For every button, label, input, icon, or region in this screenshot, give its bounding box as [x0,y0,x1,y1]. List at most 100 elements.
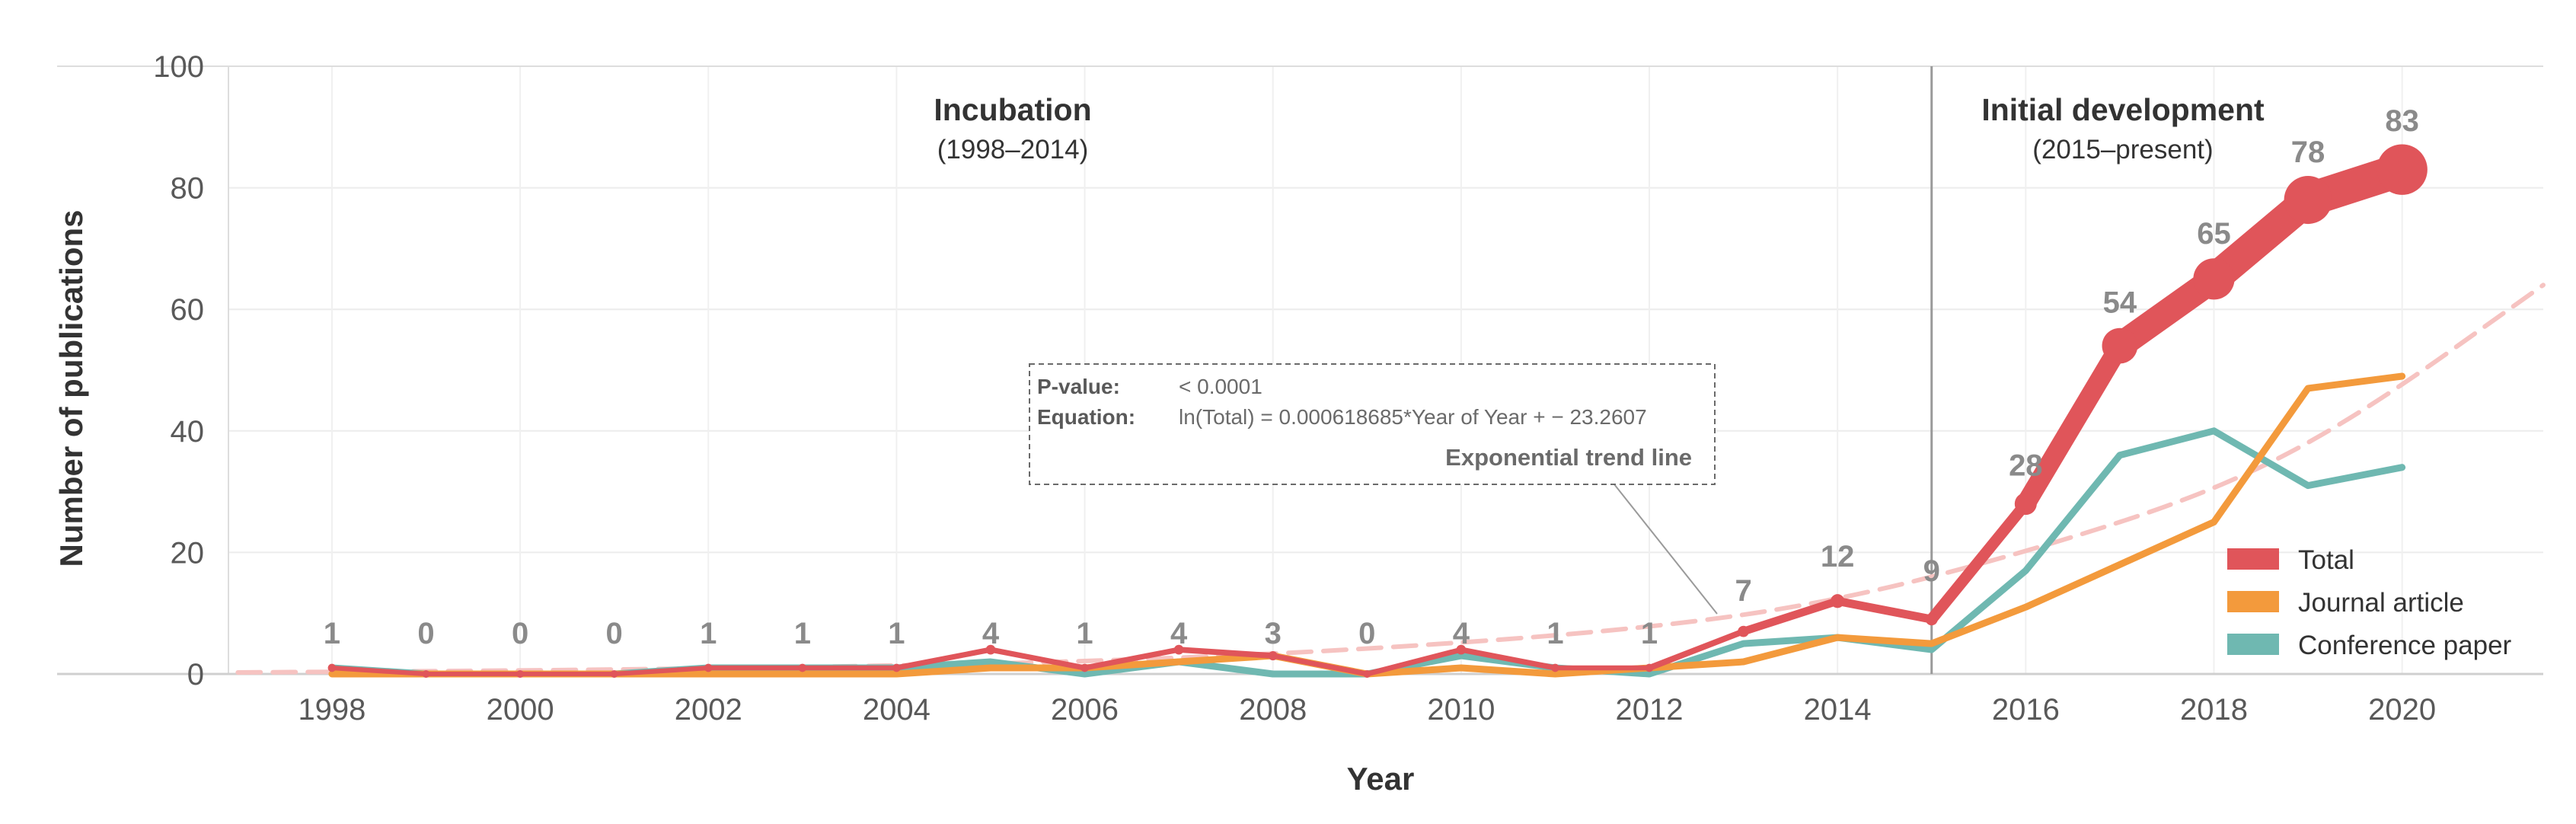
data-label: 78 [2291,136,2325,169]
series-total-point [2193,258,2235,300]
x-tick-label: 2016 [1992,693,2060,727]
data-labels: 1 0 0 0 1 1 1 4 1 4 3 0 4 1 1 7 12 9 28 54 65 78 83 [324,104,2419,650]
x-tick-label: 2008 [1239,693,1307,727]
pvalue-value: < 0.0001 [1179,375,1262,398]
series-total-segment [1081,647,1182,671]
data-label: 1 [794,617,811,650]
y-axis-title: Number of publications [53,209,89,567]
series-total-point [2102,327,2138,364]
x-tick-label: 1998 [298,693,365,727]
equation-value: ln(Total) = 0.000618685*Year of Year + −… [1179,405,1647,429]
series-total-point [1551,663,1559,672]
period-incubation-range: (1998–2014) [937,135,1089,164]
series-total-segment [611,665,711,677]
series-total-point [892,663,901,672]
series-total-segment [1926,498,2032,625]
legend: Total Journal article Conference paper [2227,545,2512,660]
series-total-segment [1739,596,1842,636]
x-tick-label: 2010 [1427,693,1495,727]
data-label: 54 [2103,286,2137,320]
y-tick-label: 0 [187,658,204,691]
data-label: 1 [1076,617,1093,650]
series-total-point [516,670,525,678]
data-label: 1 [1547,617,1563,650]
y-tick-label: 20 [171,536,205,570]
x-tick-label: 2006 [1051,693,1119,727]
series-total-point [1925,613,1938,626]
data-label: 1 [1641,617,1658,650]
series-total-segment [1458,647,1559,671]
series-total-segment [1833,596,1936,624]
legend-label-total: Total [2298,545,2354,575]
legend-label-journal-article: Journal article [2298,588,2464,618]
legend-swatch-journal-article [2227,591,2279,612]
annotation-border [1029,363,1716,485]
data-label: 4 [1170,617,1188,650]
x-axis-title: Year [1347,761,1415,797]
y-tick-label: 80 [171,172,205,206]
x-tick-label: 2020 [2368,693,2436,727]
series-total-segment [1364,647,1464,677]
series-total-point [1363,670,1371,678]
y-tick-label: 60 [171,293,205,327]
series-total-segment [988,647,1088,671]
x-tick-label: 2002 [675,693,742,727]
series-total-point [985,644,996,655]
period-incubation-title: Incubation [934,92,1091,127]
series-total-point [2376,144,2428,195]
y-tick-label: 100 [153,50,204,84]
annotation-pointer [1614,484,1718,615]
data-label: 83 [2385,104,2419,138]
x-tick-label: 2000 [487,693,554,727]
x-tick-label: 2018 [2180,693,2248,727]
data-label: 1 [888,617,905,650]
y-tick-label: 40 [171,415,205,449]
data-label: 12 [1821,540,1855,573]
data-label: 65 [2197,217,2231,251]
series-total-point [1738,625,1749,637]
period-development-title: Initial development [1981,92,2265,127]
series-total-point [798,663,807,672]
trend-annotation-box: P-value: < 0.0001 Equation: ln(Total) = … [1029,363,1718,615]
series-total-segment [2016,336,2130,514]
data-label: 1 [700,617,717,650]
series-total-point [2014,493,2037,516]
series-total-point [1645,663,1654,672]
data-label: 0 [417,617,434,650]
series-total-point [1268,651,1278,661]
series-total-point [610,670,618,678]
legend-swatch-conference-paper [2227,634,2279,655]
series-total-segment [1176,647,1276,659]
x-tick-label: 2004 [863,693,930,727]
series-total-point [2284,176,2332,225]
data-label: 7 [1735,574,1751,608]
series-total-point [422,670,430,678]
series-total-point [1831,594,1845,608]
series-total-point [1456,644,1467,655]
data-label: 0 [606,617,623,650]
legend-label-conference-paper: Conference paper [2298,631,2512,660]
data-label: 1 [324,617,340,650]
equation-key: Equation: [1037,405,1135,429]
data-label: 0 [512,617,528,650]
legend-swatch-total [2227,548,2279,570]
data-label: 4 [1453,617,1470,650]
series-total-point [327,663,337,672]
series-total-segment [893,647,994,671]
series-total-segment [1646,628,1747,671]
data-label: 3 [1265,617,1282,650]
pvalue-key: P-value: [1037,375,1120,398]
series-total-point [1081,663,1089,672]
series-total-segment [1270,653,1370,677]
period-development-range: (2015–present) [2032,135,2213,164]
series-total-point [704,663,713,672]
data-label: 9 [1923,554,1940,588]
trend-line-layer [235,283,2546,675]
trend-line [235,283,2546,675]
series-total-segment [329,665,429,677]
trend-line-title: Exponential trend line [1445,444,1692,471]
series-total-point [1173,644,1184,655]
data-label: 4 [982,617,1000,650]
